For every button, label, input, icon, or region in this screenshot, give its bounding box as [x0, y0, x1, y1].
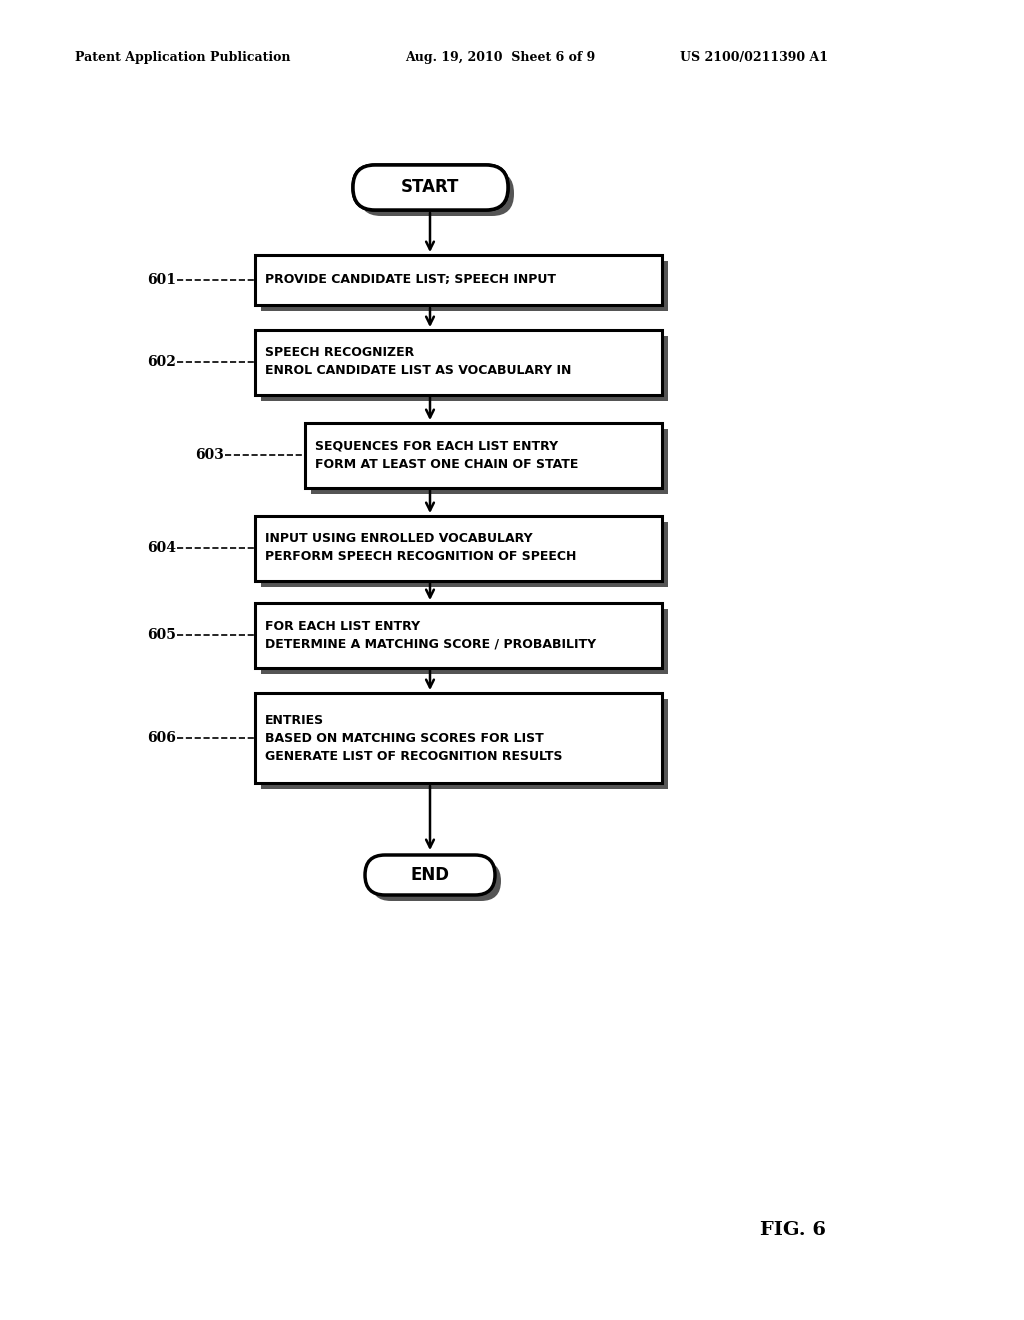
FancyBboxPatch shape — [371, 861, 501, 902]
Text: SEQUENCES FOR EACH LIST ENTRY: SEQUENCES FOR EACH LIST ENTRY — [315, 440, 558, 453]
Text: START: START — [400, 178, 459, 195]
Text: END: END — [411, 866, 450, 884]
Text: 606: 606 — [147, 731, 176, 744]
Text: GENERATE LIST OF RECOGNITION RESULTS: GENERATE LIST OF RECOGNITION RESULTS — [265, 750, 562, 763]
Text: FORM AT LEAST ONE CHAIN OF STATE: FORM AT LEAST ONE CHAIN OF STATE — [315, 458, 579, 470]
Text: 605: 605 — [147, 628, 176, 642]
FancyBboxPatch shape — [261, 337, 668, 401]
Text: DETERMINE A MATCHING SCORE / PROBABILITY: DETERMINE A MATCHING SCORE / PROBABILITY — [265, 638, 596, 651]
Text: FOR EACH LIST ENTRY: FOR EACH LIST ENTRY — [265, 619, 420, 632]
Text: ENTRIES: ENTRIES — [265, 714, 325, 726]
FancyBboxPatch shape — [353, 165, 508, 210]
FancyBboxPatch shape — [255, 255, 662, 305]
FancyBboxPatch shape — [255, 516, 662, 581]
Text: 602: 602 — [147, 355, 176, 370]
FancyBboxPatch shape — [255, 330, 662, 395]
Text: PERFORM SPEECH RECOGNITION OF SPEECH: PERFORM SPEECH RECOGNITION OF SPEECH — [265, 550, 577, 564]
FancyBboxPatch shape — [261, 521, 668, 587]
Text: INPUT USING ENROLLED VOCABULARY: INPUT USING ENROLLED VOCABULARY — [265, 532, 532, 545]
Text: Patent Application Publication: Patent Application Publication — [75, 51, 291, 65]
Text: SPEECH RECOGNIZER: SPEECH RECOGNIZER — [265, 346, 415, 359]
Text: 603: 603 — [196, 447, 224, 462]
FancyBboxPatch shape — [305, 422, 662, 488]
FancyBboxPatch shape — [261, 609, 668, 675]
Text: FIG. 6: FIG. 6 — [760, 1221, 826, 1239]
Text: US 2100/0211390 A1: US 2100/0211390 A1 — [680, 51, 828, 65]
FancyBboxPatch shape — [311, 429, 668, 494]
FancyBboxPatch shape — [353, 165, 508, 210]
Text: 604: 604 — [147, 541, 176, 554]
FancyBboxPatch shape — [255, 693, 662, 783]
FancyBboxPatch shape — [255, 603, 662, 668]
Text: BASED ON MATCHING SCORES FOR LIST: BASED ON MATCHING SCORES FOR LIST — [265, 731, 544, 744]
FancyBboxPatch shape — [359, 172, 514, 216]
Text: PROVIDE CANDIDATE LIST; SPEECH INPUT: PROVIDE CANDIDATE LIST; SPEECH INPUT — [265, 273, 556, 286]
FancyBboxPatch shape — [261, 261, 668, 312]
Text: ENROL CANDIDATE LIST AS VOCABULARY IN: ENROL CANDIDATE LIST AS VOCABULARY IN — [265, 364, 571, 378]
FancyBboxPatch shape — [365, 855, 495, 895]
Text: Aug. 19, 2010  Sheet 6 of 9: Aug. 19, 2010 Sheet 6 of 9 — [406, 51, 595, 65]
Text: 601: 601 — [147, 273, 176, 286]
FancyBboxPatch shape — [261, 700, 668, 789]
